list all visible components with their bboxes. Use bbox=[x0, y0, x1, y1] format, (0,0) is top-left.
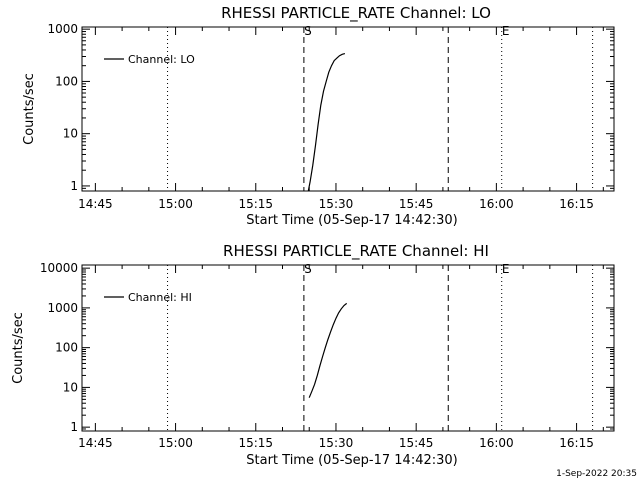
legend-label: Channel: HI bbox=[128, 291, 192, 304]
footer-timestamp: 1-Sep-2022 20:35 bbox=[556, 469, 637, 479]
chart-title: RHESSI PARTICLE_RATE Channel: LO bbox=[221, 4, 491, 23]
x-axis-label: Start Time (05-Sep-17 14:42:30) bbox=[246, 213, 457, 228]
x-axis-label: Start Time (05-Sep-17 14:42:30) bbox=[246, 453, 457, 468]
x-tick-label: 15:00 bbox=[158, 197, 193, 211]
x-tick-label: 15:45 bbox=[399, 436, 434, 450]
y-tick-label: 1 bbox=[70, 420, 78, 434]
y-tick-label: 100 bbox=[55, 74, 78, 88]
y-tick-label: 1000 bbox=[47, 22, 78, 36]
x-tick-label: 16:00 bbox=[479, 436, 514, 450]
event-marker-s: S bbox=[304, 24, 312, 38]
x-tick-label: 16:15 bbox=[559, 197, 594, 211]
x-tick-label: 14:45 bbox=[78, 436, 113, 450]
y-tick-label: 10 bbox=[63, 127, 78, 141]
x-tick-label: 16:00 bbox=[479, 197, 514, 211]
plot-frame bbox=[81, 264, 615, 432]
x-tick-label: 15:15 bbox=[238, 197, 273, 211]
series-line bbox=[307, 53, 346, 192]
chart-title: RHESSI PARTICLE_RATE Channel: HI bbox=[223, 242, 489, 261]
y-axis-label: Counts/sec bbox=[22, 73, 37, 145]
y-tick-label: 10 bbox=[63, 380, 78, 394]
x-tick-label: 15:00 bbox=[158, 436, 193, 450]
y-tick-label: 1 bbox=[70, 179, 78, 193]
chart-panel-hi: RHESSI PARTICLE_RATE Channel: HI Start Ti… bbox=[11, 242, 615, 468]
y-tick-label: 100 bbox=[55, 341, 78, 355]
series-line bbox=[308, 302, 348, 398]
x-tick-label: 14:45 bbox=[78, 197, 113, 211]
event-marker-e: E bbox=[502, 24, 510, 38]
event-marker-s: S bbox=[304, 262, 312, 276]
x-tick-label: 15:30 bbox=[319, 197, 354, 211]
x-tick-label: 16:15 bbox=[559, 436, 594, 450]
x-tick-label: 15:30 bbox=[319, 436, 354, 450]
y-tick-label: 10000 bbox=[40, 261, 78, 275]
y-tick-label: 1000 bbox=[47, 301, 78, 315]
x-tick-label: 15:15 bbox=[238, 436, 273, 450]
y-axis-label: Counts/sec bbox=[11, 312, 26, 384]
legend-label: Channel: LO bbox=[128, 53, 195, 66]
chart-panel-lo: RHESSI PARTICLE_RATE Channel: LO Start Ti… bbox=[22, 4, 615, 228]
x-tick-label: 15:45 bbox=[399, 197, 434, 211]
plot-frame bbox=[81, 26, 615, 192]
event-marker-e: E bbox=[502, 262, 510, 276]
